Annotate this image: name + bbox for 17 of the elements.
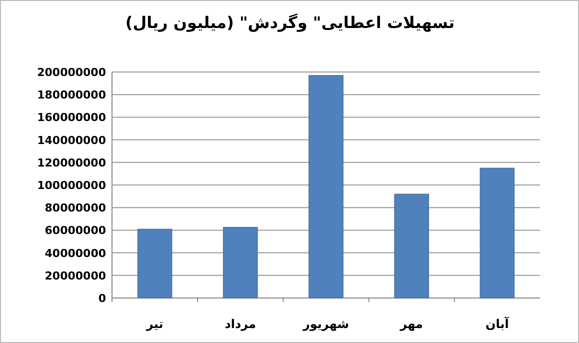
x-tick-label: شهریور [302,317,350,331]
x-tick-label: مهر [399,317,424,331]
x-tick-label: مرداد [224,317,256,331]
y-tick-label: 120000000 [37,156,106,170]
y-tick-label: 0 [98,292,106,305]
x-tick-label: آبان [486,316,510,331]
y-tick-label: 100000000 [37,179,106,192]
y-tick-label: 80000000 [44,202,106,215]
y-tick-label: 200000000 [37,66,106,79]
y-tick-label: 180000000 [37,88,106,102]
title: تسهیلات اعطایی" وگردش" (میلیون ریال) [125,13,455,32]
y-tick-label: 140000000 [37,134,106,147]
y-tick-label: 60000000 [44,224,106,238]
y-tick-label: 20000000 [44,269,106,282]
x-tick-label: تیر [145,317,164,331]
y-tick-label: 160000000 [37,111,106,124]
y-tick-label: 40000000 [44,246,106,260]
